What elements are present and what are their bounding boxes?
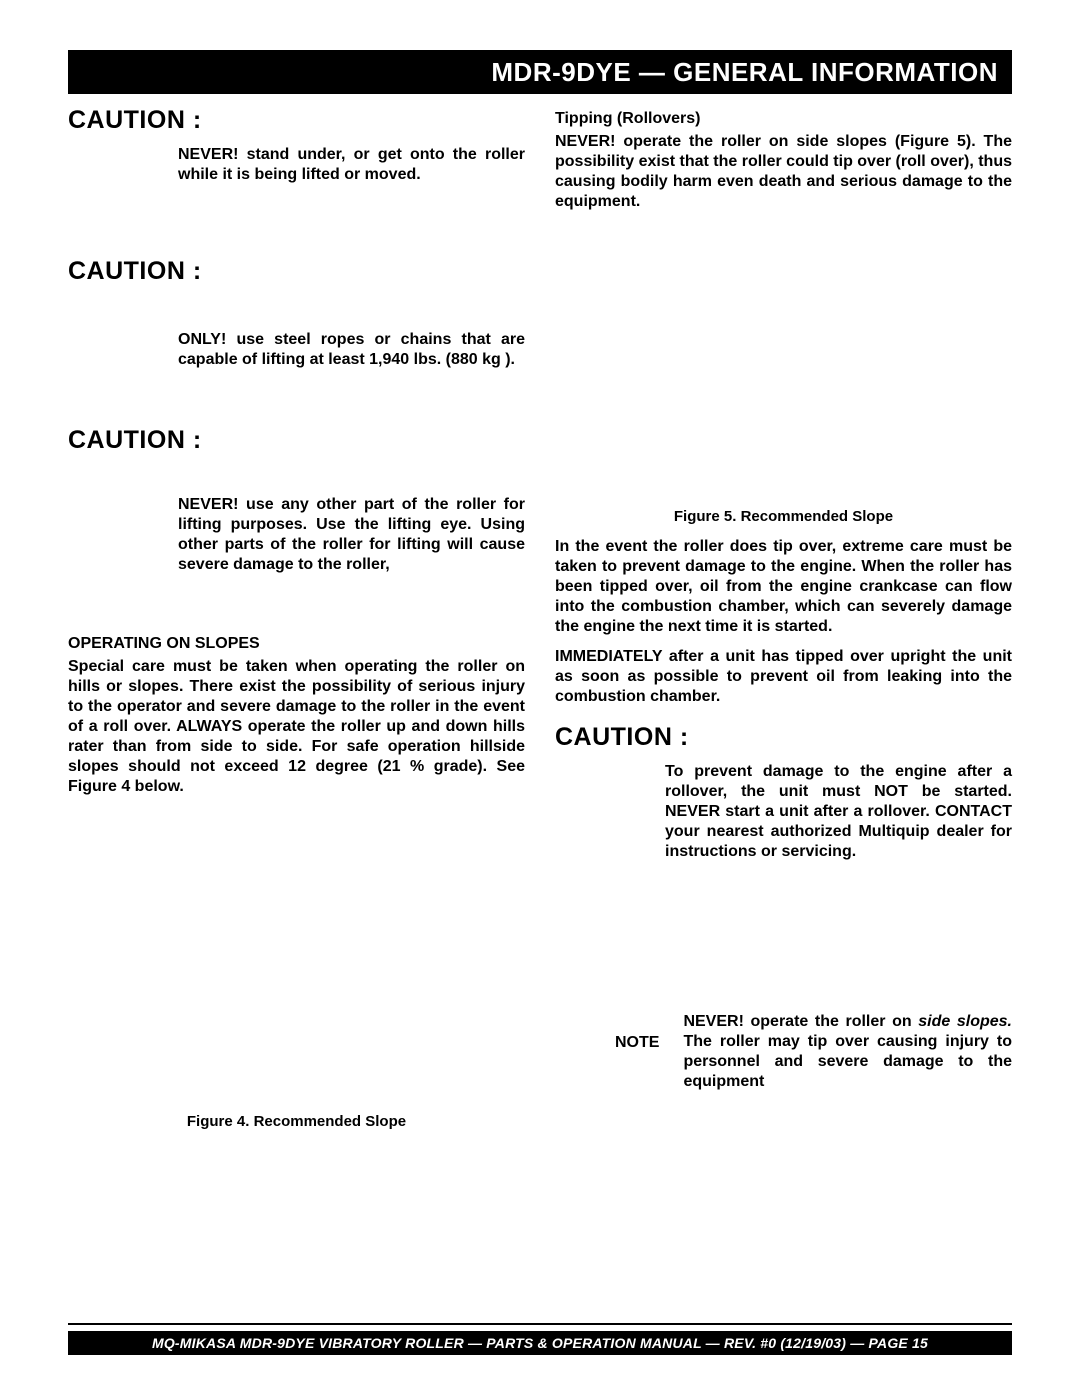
operating-slopes-body: Special care must be taken when operatin… xyxy=(68,657,525,797)
figure-5-placeholder xyxy=(555,222,1012,502)
header-title: MDR-9DYE — GENERAL INFORMATION xyxy=(491,57,998,88)
figure-5-caption: Figure 5. Recommended Slope xyxy=(555,508,1012,525)
left-column: CAUTION : NEVER! stand under, or get ont… xyxy=(68,100,525,1142)
note-side-italic: side xyxy=(918,1013,950,1030)
footer: MQ-MIKASA MDR-9DYE VIBRATORY ROLLER — PA… xyxy=(68,1323,1012,1355)
tipping-heading: Tipping (Rollovers) xyxy=(555,110,1012,128)
caution-text-4: To prevent damage to the engine after a … xyxy=(665,762,1012,862)
footer-bar: MQ-MIKASA MDR-9DYE VIBRATORY ROLLER — PA… xyxy=(68,1331,1012,1355)
caution-heading-4: CAUTION : xyxy=(555,723,1012,752)
figure-4-caption: Figure 4. Recommended Slope xyxy=(68,1113,525,1130)
figure-4-placeholder xyxy=(68,807,525,1107)
note-rest: The roller may tip over causing injury t… xyxy=(683,1033,1012,1090)
caution-heading-2: CAUTION : xyxy=(68,257,525,286)
header-bar: MDR-9DYE — GENERAL INFORMATION xyxy=(68,50,1012,94)
immediately-body: IMMEDIATELY after a unit has tipped over… xyxy=(555,647,1012,707)
note-row: NOTE NEVER! operate the roller on side s… xyxy=(555,1012,1012,1092)
operating-slopes-heading: OPERATING ON SLOPES xyxy=(68,635,525,653)
tipping-body: NEVER! operate the roller on side slopes… xyxy=(555,132,1012,212)
right-column: Tipping (Rollovers) NEVER! operate the r… xyxy=(555,100,1012,1142)
note-label: NOTE xyxy=(615,1034,659,1052)
after-fig5-body: In the event the roller does tip over, e… xyxy=(555,537,1012,637)
note-slopes-italic: slopes. xyxy=(957,1013,1012,1030)
caution-text-3: NEVER! use any other part of the roller … xyxy=(178,495,525,575)
caution-text-2: ONLY! use steel ropes or chains that are… xyxy=(178,330,525,370)
footer-rule xyxy=(68,1323,1012,1325)
caution-heading-3: CAUTION : xyxy=(68,426,525,455)
content-columns: CAUTION : NEVER! stand under, or get ont… xyxy=(68,100,1012,1142)
note-text: NEVER! operate the roller on side slopes… xyxy=(683,1012,1012,1092)
caution-text-1: NEVER! stand under, or get onto the roll… xyxy=(178,145,525,185)
caution-heading-1: CAUTION : xyxy=(68,106,525,135)
note-line1: NEVER! operate the roller on xyxy=(683,1013,918,1030)
